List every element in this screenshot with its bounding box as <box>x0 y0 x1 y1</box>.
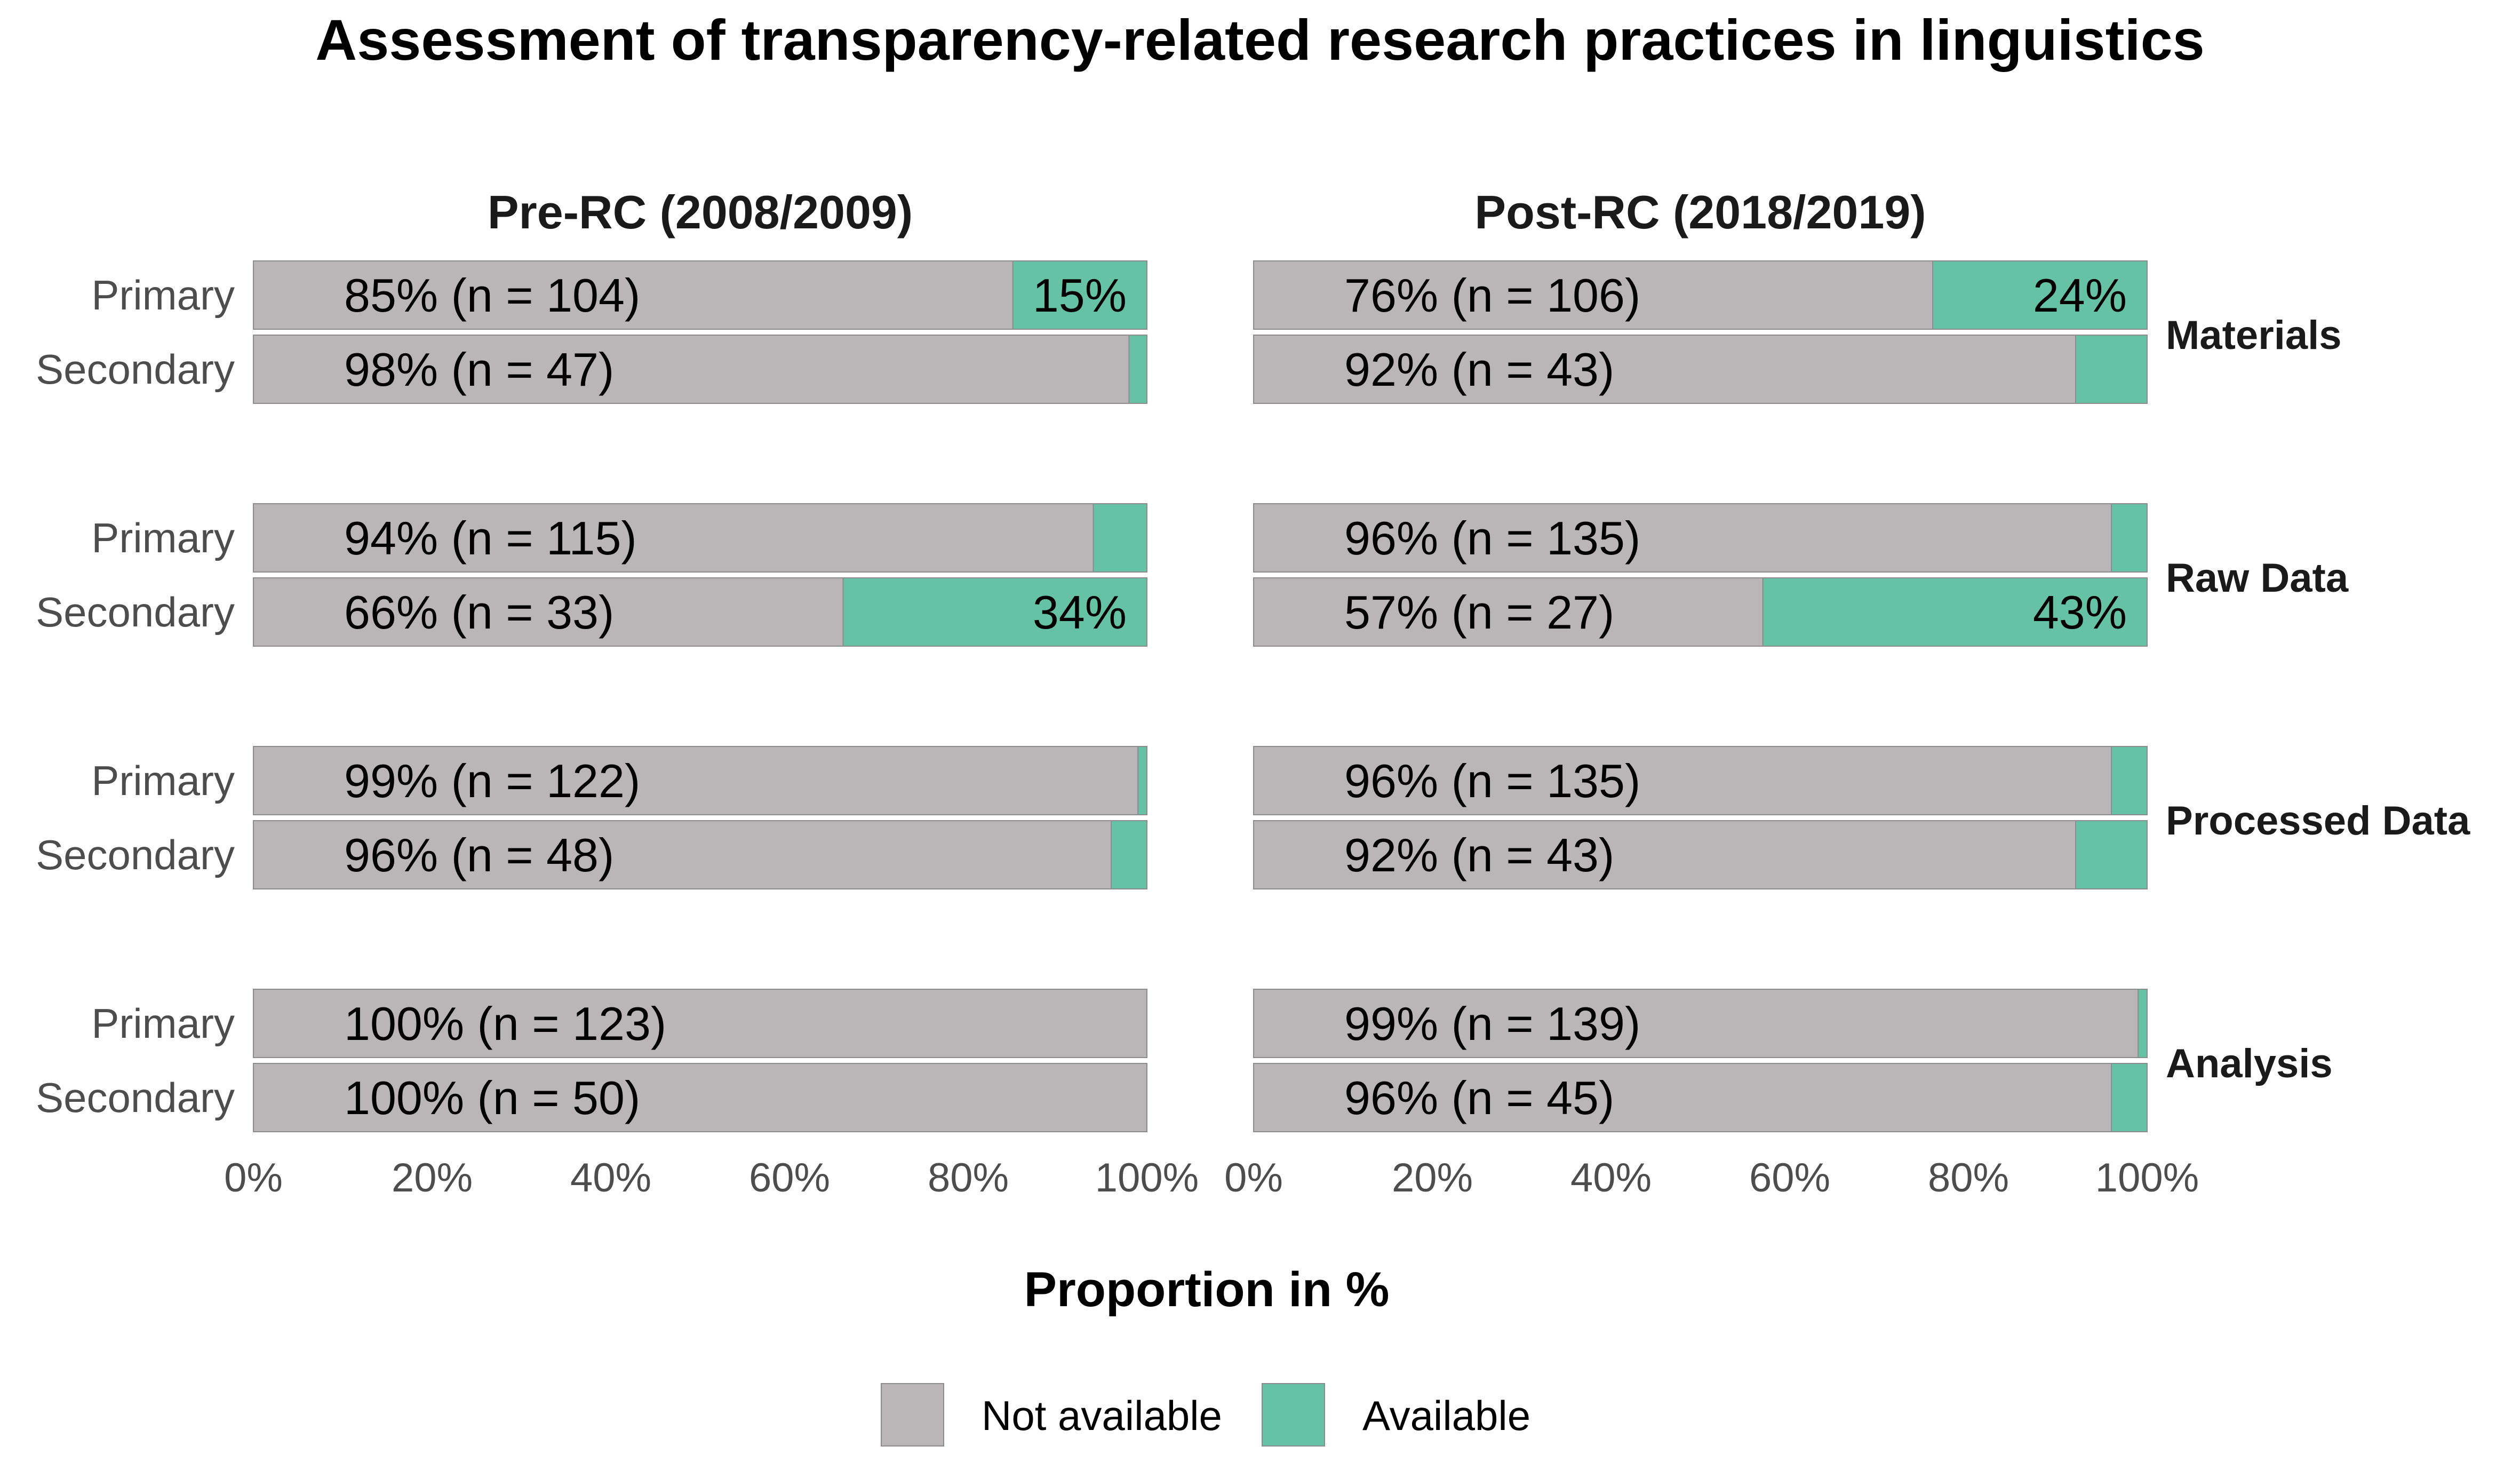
x-tick-label: 80% <box>1928 1155 2009 1201</box>
bar-available <box>2111 503 2148 573</box>
y-tick-label: Secondary <box>36 831 235 878</box>
x-tick-label: 100% <box>1095 1155 1199 1201</box>
legend-label-available: Available <box>1362 1392 1530 1439</box>
bar-available-label: 43% <box>2033 586 2127 639</box>
legend: Not available Available <box>881 1383 1530 1447</box>
bar-not-available <box>253 503 1094 573</box>
y-tick-label: Primary <box>91 1000 235 1047</box>
bar-data-label: 96% (n = 135) <box>1344 754 1640 807</box>
bar-not-available <box>253 260 1014 330</box>
bar-available <box>1012 260 1147 330</box>
legend-swatch-available <box>1262 1383 1325 1447</box>
bar-data-label: 98% (n = 47) <box>344 343 614 396</box>
bar-data-label: 92% (n = 43) <box>1344 829 1614 881</box>
bar-not-available <box>1253 820 2076 889</box>
bar-data-label: 57% (n = 27) <box>1344 586 1614 639</box>
y-tick-label: Secondary <box>36 589 235 635</box>
bar-available-label: 34% <box>1033 586 1127 639</box>
bar-data-label: 100% (n = 50) <box>344 1071 640 1124</box>
x-tick-label: 20% <box>392 1155 473 1201</box>
bar-available <box>2111 746 2148 815</box>
x-tick-label: 60% <box>1749 1155 1830 1201</box>
x-axis-title: Proportion in % <box>1024 1262 1390 1317</box>
bar-data-label: 99% (n = 122) <box>344 754 640 807</box>
bar-available <box>1092 503 1147 573</box>
bar-data-label: 96% (n = 45) <box>1344 1071 1614 1124</box>
y-tick-label: Primary <box>91 272 235 319</box>
y-tick-label: Primary <box>91 757 235 804</box>
bar-available <box>2111 1063 2148 1132</box>
chart-body: Pre-RC (2008/2009) Post-RC (2018/2019) Mat… <box>36 186 2470 1201</box>
bar-available <box>1128 335 1147 404</box>
bar-data-label: 66% (n = 33) <box>344 586 614 639</box>
panel-title-post-rc-2018-2019: Post-RC (2018/2019) <box>1474 186 1926 239</box>
x-tick-label: 20% <box>1392 1155 1473 1201</box>
x-tick-label: 0% <box>224 1155 283 1201</box>
bar-available <box>842 577 1147 647</box>
bar-not-available <box>253 1063 1147 1132</box>
bar-not-available <box>1253 1063 2112 1132</box>
bar-not-available <box>253 335 1130 404</box>
bar-data-label: 85% (n = 104) <box>344 269 640 322</box>
y-tick-label: Secondary <box>36 1074 235 1121</box>
facet-label-raw-data: Raw Data <box>2166 555 2349 601</box>
facet-label-analysis: Analysis <box>2166 1041 2333 1086</box>
x-tick-label: 60% <box>749 1155 830 1201</box>
bar-not-available <box>1253 577 1764 647</box>
x-tick-label: 40% <box>1570 1155 1652 1201</box>
legend-swatch-not-available <box>881 1383 944 1447</box>
legend-label-not-available: Not available <box>982 1392 1222 1439</box>
bar-not-available <box>253 577 844 647</box>
bar-available <box>2075 820 2148 889</box>
bar-not-available <box>1253 335 2076 404</box>
bar-data-label: 94% (n = 115) <box>344 512 637 565</box>
bar-not-available <box>253 820 1112 889</box>
panel-title-pre-rc-2008-2009: Pre-RC (2008/2009) <box>488 186 913 239</box>
bar-data-label: 92% (n = 43) <box>1344 343 1614 396</box>
y-tick-label: Secondary <box>36 346 235 393</box>
bar-not-available <box>1253 989 2139 1058</box>
bar-data-label: 100% (n = 123) <box>344 997 666 1050</box>
bar-available <box>2138 989 2148 1058</box>
facet-label-processed-data: Processed Data <box>2166 798 2470 844</box>
facet-label-materials: Materials <box>2166 313 2342 358</box>
bar-available <box>1762 577 2148 647</box>
bar-data-label: 96% (n = 48) <box>344 829 614 881</box>
x-tick-label: 100% <box>2095 1155 2199 1201</box>
x-tick-label: 40% <box>570 1155 651 1201</box>
bar-not-available <box>253 989 1147 1058</box>
y-tick-label: Primary <box>91 514 235 561</box>
bar-available-label: 24% <box>2033 269 2127 322</box>
bar-data-label: 99% (n = 139) <box>1344 997 1640 1050</box>
bar-data-label: 76% (n = 106) <box>1344 269 1640 322</box>
chart-title: Assessment of transparency-related resea… <box>315 7 2204 72</box>
x-tick-label: 0% <box>1224 1155 1283 1201</box>
bar-not-available <box>1253 746 2112 815</box>
bar-not-available <box>1253 503 2112 573</box>
bar-available <box>1932 260 2148 330</box>
bar-available <box>1111 820 1147 889</box>
bar-not-available <box>253 746 1139 815</box>
bar-available <box>1137 746 1147 815</box>
x-tick-label: 80% <box>928 1155 1009 1201</box>
bar-data-label: 96% (n = 135) <box>1344 512 1640 565</box>
bar-available-label: 15% <box>1033 269 1127 322</box>
bar-available <box>2075 335 2148 404</box>
